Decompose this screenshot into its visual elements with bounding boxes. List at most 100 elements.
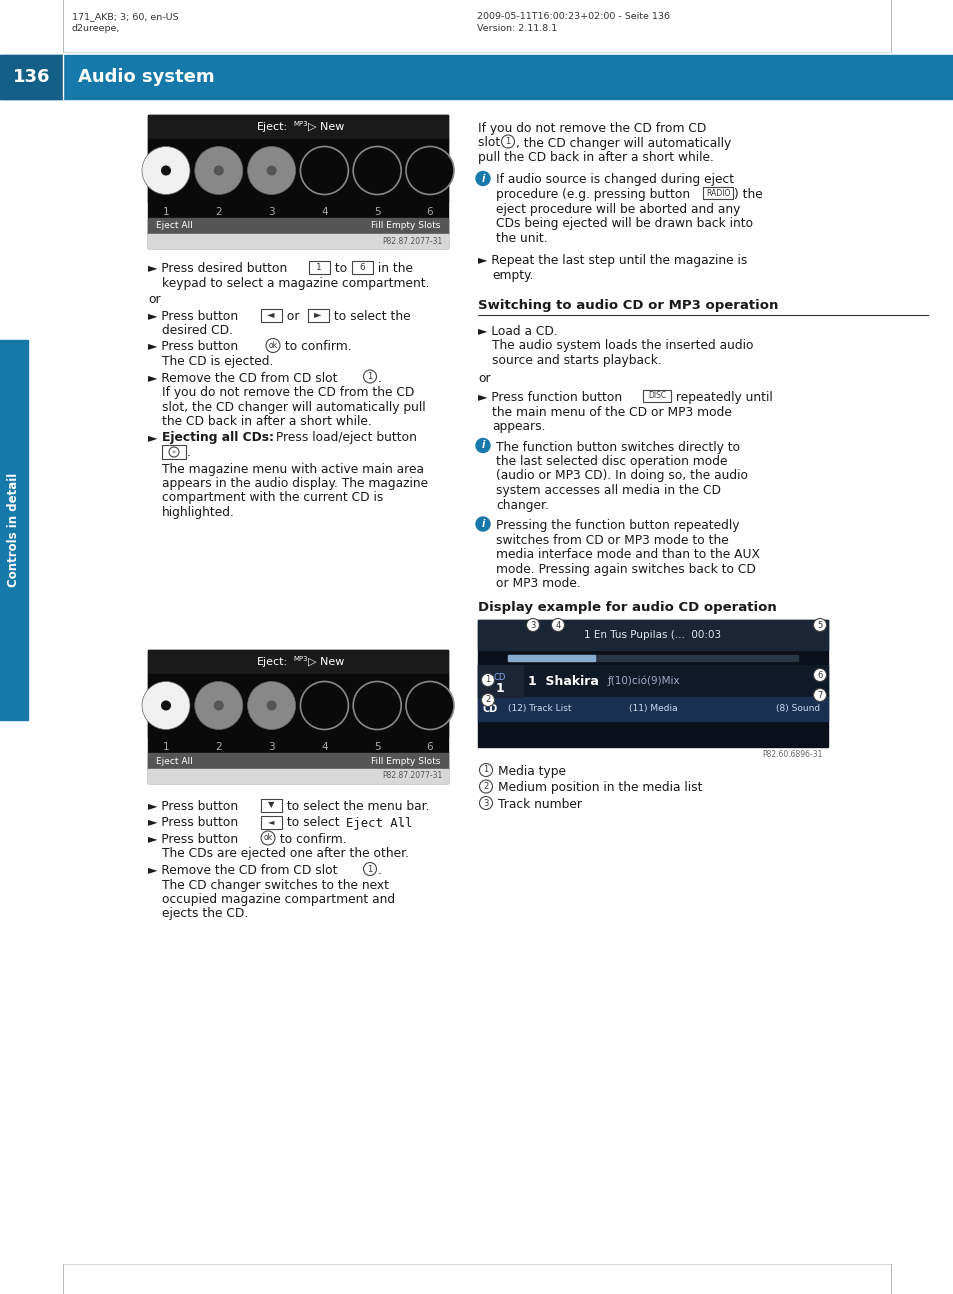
Text: »: » — [172, 449, 176, 455]
Text: 3: 3 — [483, 798, 488, 807]
Text: 1: 1 — [163, 741, 169, 752]
Text: desired CD.: desired CD. — [162, 324, 233, 336]
Bar — [477, 620, 827, 650]
Text: i: i — [481, 440, 484, 450]
Text: The CDs are ejected one after the other.: The CDs are ejected one after the other. — [162, 848, 409, 861]
Text: Eject All: Eject All — [346, 817, 412, 829]
Text: 6: 6 — [426, 207, 433, 217]
Text: 4: 4 — [321, 207, 328, 217]
Circle shape — [194, 146, 243, 194]
Text: 3: 3 — [268, 207, 274, 217]
Text: Fill Empty Slots: Fill Empty Slots — [370, 757, 439, 766]
Text: appears.: appears. — [492, 421, 545, 433]
Circle shape — [161, 166, 171, 175]
Text: Track number: Track number — [497, 798, 581, 811]
Text: ok: ok — [268, 342, 277, 349]
Text: source and starts playback.: source and starts playback. — [492, 355, 661, 367]
Text: the last selected disc operation mode: the last selected disc operation mode — [496, 455, 727, 468]
Text: The CD is ejected.: The CD is ejected. — [162, 355, 274, 367]
Circle shape — [300, 146, 348, 194]
Text: The magazine menu with active main area: The magazine menu with active main area — [162, 462, 423, 475]
Text: Switching to audio CD or MP3 operation: Switching to audio CD or MP3 operation — [477, 299, 778, 312]
Text: 6: 6 — [358, 263, 364, 272]
Text: ◄: ◄ — [267, 309, 274, 320]
Text: slot, the CD changer will automatically pull: slot, the CD changer will automatically … — [162, 401, 425, 414]
Bar — [261, 308, 282, 321]
Text: slot: slot — [477, 136, 503, 150]
Text: 136: 136 — [13, 69, 51, 85]
Text: highlighted.: highlighted. — [162, 506, 234, 519]
Text: Version: 2.11.8.1: Version: 2.11.8.1 — [476, 25, 557, 34]
Text: P82.87.2077-31: P82.87.2077-31 — [382, 771, 442, 780]
Circle shape — [363, 370, 376, 383]
Bar — [477, 665, 827, 697]
Bar — [148, 115, 448, 138]
Bar — [477, 697, 827, 721]
Text: (8) Sound: (8) Sound — [775, 704, 820, 713]
Text: procedure (e.g. pressing button: procedure (e.g. pressing button — [496, 188, 693, 201]
Text: occupied magazine compartment and: occupied magazine compartment and — [162, 893, 395, 906]
Text: 2: 2 — [215, 741, 222, 752]
Text: P82.87.2077-31: P82.87.2077-31 — [382, 237, 442, 246]
Circle shape — [248, 146, 295, 194]
Bar — [148, 769, 448, 783]
Text: empty.: empty. — [492, 268, 533, 282]
Bar — [162, 445, 186, 459]
Text: The function button switches directly to: The function button switches directly to — [496, 440, 740, 453]
Text: 1 En Tus Pupilas (...  00:03: 1 En Tus Pupilas (... 00:03 — [584, 630, 720, 641]
Text: ►: ► — [314, 309, 321, 320]
Bar — [148, 217, 448, 234]
Text: The CD changer switches to the next: The CD changer switches to the next — [162, 879, 389, 892]
Bar — [507, 655, 595, 661]
Bar — [642, 389, 670, 402]
Text: to: to — [331, 261, 351, 276]
Circle shape — [476, 439, 490, 453]
Circle shape — [476, 172, 490, 185]
Text: CD: CD — [494, 673, 506, 682]
Text: to select: to select — [283, 817, 343, 829]
Bar — [309, 261, 330, 274]
Circle shape — [526, 619, 539, 631]
Text: .: . — [187, 446, 191, 459]
Text: 1: 1 — [315, 263, 321, 272]
Text: .: . — [311, 265, 313, 270]
Text: to select the: to select the — [330, 309, 410, 322]
Text: If you do not remove the CD from the CD: If you do not remove the CD from the CD — [162, 386, 414, 399]
Circle shape — [476, 518, 490, 531]
Circle shape — [353, 682, 401, 730]
Text: i: i — [481, 173, 484, 184]
Text: appears in the audio display. The magazine: appears in the audio display. The magazi… — [162, 477, 428, 490]
Circle shape — [248, 682, 295, 730]
Text: repeatedly until: repeatedly until — [671, 391, 772, 404]
Text: CD: CD — [482, 704, 497, 714]
Text: , the CD changer will automatically: , the CD changer will automatically — [516, 136, 731, 150]
Text: or: or — [477, 373, 490, 386]
Text: DISC: DISC — [647, 392, 665, 401]
Bar — [0, 340, 28, 719]
Text: 5: 5 — [374, 207, 380, 217]
Text: ► Press button: ► Press button — [148, 833, 242, 846]
Circle shape — [481, 694, 494, 707]
Text: RADIO: RADIO — [705, 189, 729, 198]
Circle shape — [214, 701, 223, 710]
Text: MP3: MP3 — [293, 656, 307, 663]
Bar — [148, 138, 448, 202]
Circle shape — [479, 763, 492, 776]
Bar — [308, 308, 329, 321]
Bar — [261, 815, 282, 828]
Circle shape — [479, 797, 492, 810]
Text: 4: 4 — [321, 741, 328, 752]
Text: ► Load a CD.: ► Load a CD. — [477, 325, 558, 338]
Text: If audio source is changed during eject: If audio source is changed during eject — [496, 173, 734, 186]
Bar — [148, 650, 448, 674]
Text: 1: 1 — [505, 137, 510, 146]
Text: the CD back in after a short while.: the CD back in after a short while. — [162, 415, 372, 428]
Text: or: or — [283, 309, 303, 322]
Bar — [477, 620, 827, 747]
Circle shape — [479, 780, 492, 793]
Text: or: or — [148, 292, 160, 305]
Text: 1: 1 — [483, 766, 488, 775]
Text: keypad to select a magazine compartment.: keypad to select a magazine compartment. — [162, 277, 429, 290]
Bar — [148, 753, 448, 769]
Circle shape — [194, 682, 243, 730]
